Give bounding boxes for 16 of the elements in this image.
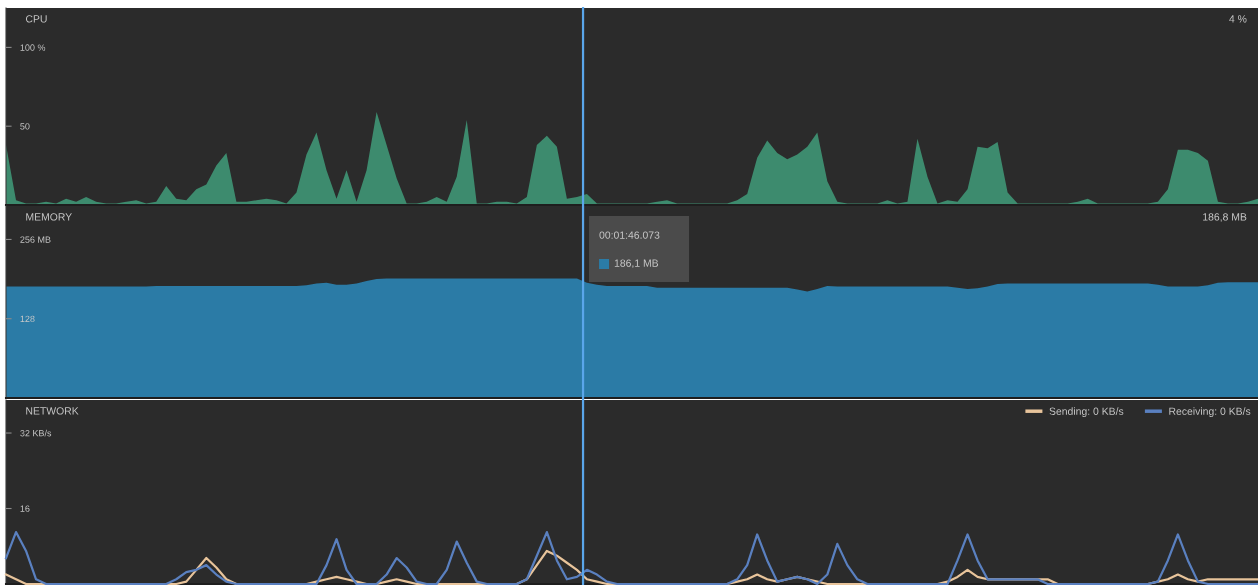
annotation: 186,1 MB bbox=[614, 259, 659, 269]
annotation: 4 % bbox=[1229, 15, 1247, 23]
text: NETWORK bbox=[26, 407, 79, 415]
annotation: 00:01:46.073 bbox=[599, 231, 660, 239]
y-tick-label: 16 bbox=[20, 505, 30, 512]
annotation: 186,8 MB bbox=[1203, 213, 1247, 222]
y-tick-label: 50 bbox=[20, 123, 30, 130]
y-tick-label: 256 MB bbox=[20, 236, 51, 243]
y-tick-label: 128 bbox=[20, 315, 35, 323]
text: MEMORY bbox=[26, 213, 72, 221]
line-series bbox=[4, 530, 1258, 586]
legend-label: Sending: 0 KB/s bbox=[1049, 407, 1124, 417]
text: CPU bbox=[25, 15, 47, 23]
y-tick-label: 100 % bbox=[20, 44, 46, 51]
legend-label: Receiving: 0 KB/s bbox=[1169, 407, 1251, 417]
y-tick-label: 32 KB/s bbox=[20, 429, 52, 437]
